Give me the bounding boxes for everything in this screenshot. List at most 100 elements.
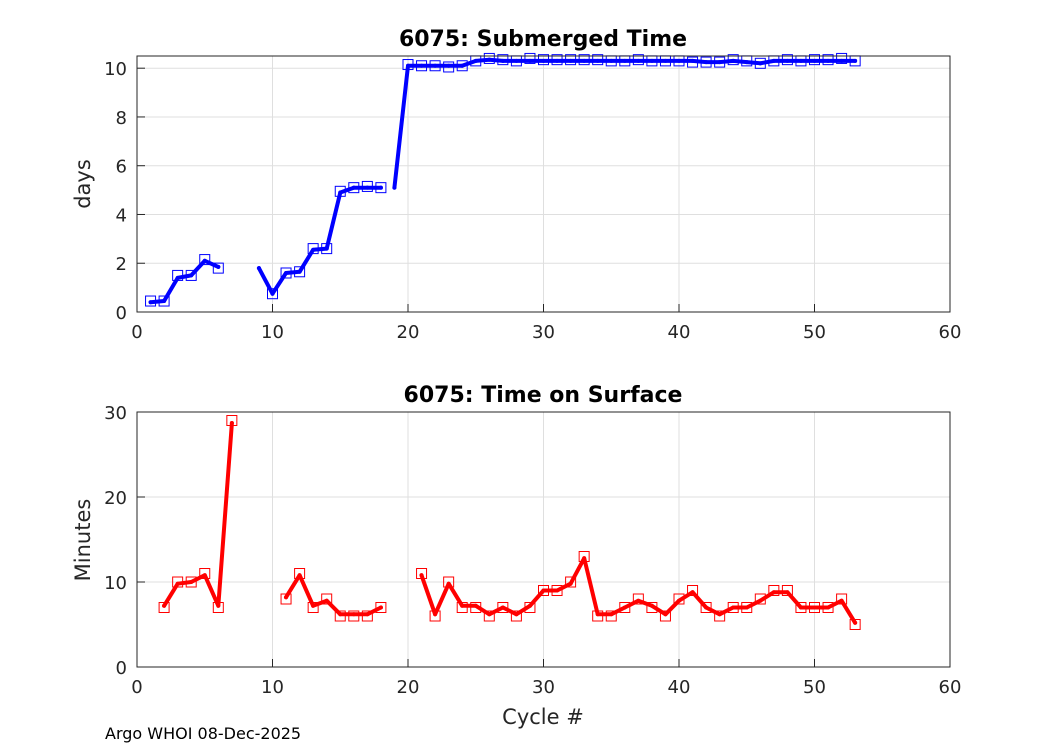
surface-line-point [622,605,627,610]
submerged-square-marker [497,54,509,66]
surface-line-point [189,580,194,584]
submerged-line-point [351,185,356,190]
submerged-square-marker [822,54,834,66]
surface-square-marker [700,602,712,613]
submerged-ytick-label: 6 [116,157,127,178]
submerged-square-marker [727,54,739,66]
submerged-square-marker [443,61,455,73]
surface-line-point [826,605,831,610]
surface-square-marker [416,568,428,579]
submerged-square-marker [700,56,712,68]
submerged-line-point [690,58,695,63]
surface-square-marker [443,576,455,588]
submerged-series-line [148,258,221,305]
surface-ytick-label: 20 [104,488,127,509]
surface-xtick-label: 10 [261,677,284,698]
submerged-xtick-label: 30 [532,322,555,343]
submerged-ytick-label: 8 [116,108,127,129]
submerged-line-point [826,58,831,63]
surface-line-point [324,598,329,603]
submerged-square-marker [172,269,184,281]
submerged-line-point [216,264,221,269]
surface-line-point [771,590,776,595]
surface-time-axes: 0 10 20 30 40 50 60 0 10 20 30 6075: Time on Surfa… [71,383,961,729]
surface-line-point [297,573,302,578]
surface-square-marker [375,602,387,613]
surface-square-marker [538,585,549,596]
submerged-line-point [541,58,546,63]
surface-line-point [649,603,654,608]
surface-square-marker [822,602,834,613]
submerged-line-point [595,58,600,63]
submerged-time-axes: 0 10 20 30 40 50 60 0 2 4 6 8 10 6075: Submerged Tim… [71,27,961,343]
surface-square-marker [619,602,631,613]
submerged-line-point [284,270,289,275]
surface-line-point [555,588,560,593]
submerged-square-marker [361,180,373,192]
submerged-line-point [446,63,451,68]
surface-line-point [487,612,492,617]
submerged-line-point [649,58,654,63]
submerged-line-point [771,58,776,63]
surface-line-point [284,595,289,600]
surface-square-marker [361,610,373,622]
surface-square-marker [565,576,577,588]
surface-title: 6075: Time on Surface [404,383,683,408]
surface-line-point [216,603,221,608]
submerged-line-point [365,185,370,190]
surface-line-point [365,612,370,617]
submerged-ylabel: days [71,159,95,209]
submerged-line-point [175,275,180,280]
submerged-square-marker [185,269,197,281]
submerged-line-point [500,58,505,63]
submerged-xtick-label: 0 [131,322,142,343]
submerged-square-marker [592,54,604,66]
submerged-data [145,52,861,307]
submerged-square-marker [754,57,766,69]
surface-xtick-label: 40 [668,677,691,698]
surface-square-marker [172,576,184,588]
surface-series-line [284,573,383,617]
submerged-line-point [378,185,383,190]
submerged-line-point [609,58,614,63]
submerged-line-point [798,58,803,63]
surface-square-marker [781,585,793,596]
submerged-line-point [839,58,844,63]
submerged-square-marker [551,54,563,66]
surface-square-marker [795,602,807,613]
submerged-line-point [338,190,343,195]
surface-square-marker [334,610,346,622]
submerged-line-point [555,58,560,63]
surface-xtick-label: 60 [939,677,962,698]
surface-square-marker [659,610,671,622]
surface-square-marker [754,593,766,605]
submerged-line-point [311,247,316,252]
surface-ytick-label: 30 [104,403,127,424]
submerged-xtick-label: 50 [803,322,826,343]
submerged-xtick-label: 60 [939,322,962,343]
surface-square-marker [741,602,753,613]
submerged-square-marker [578,54,590,66]
submerged-square-marker [334,185,346,197]
surface-square-marker [592,610,604,622]
submerged-square-marker [321,243,333,255]
surface-square-marker [809,602,820,613]
submerged-line-point [202,258,207,263]
surface-line-point [175,581,180,586]
submerged-line-point [256,266,261,271]
surface-line-point [785,590,790,595]
surface-square-marker [714,610,726,622]
surface-line-point [473,603,478,608]
surface-line-point [731,605,736,610]
submerged-line-point [677,58,681,63]
submerged-square-marker [348,182,360,194]
submerged-line-point [162,299,167,304]
surface-square-marker [470,602,482,613]
surface-line-point [717,612,722,617]
surface-square-marker [226,415,238,426]
submerged-line-point [419,63,424,68]
surface-square-marker [185,576,197,588]
footer-credit: Argo WHOI 08-Dec-2025 [105,724,302,743]
surface-square-marker [456,602,468,613]
surface-square-marker [307,602,319,613]
